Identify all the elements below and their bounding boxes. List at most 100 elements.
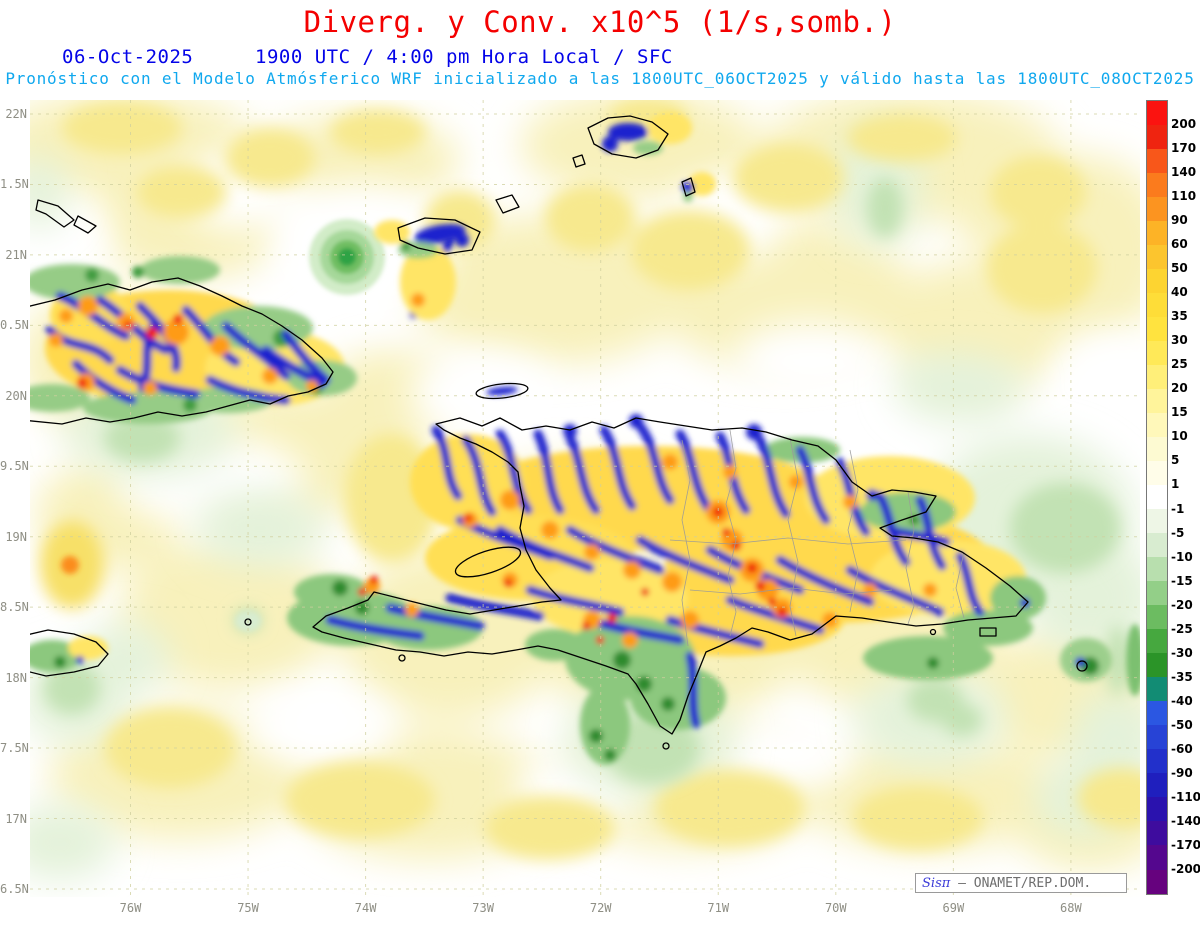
colorbar-segment [1147, 437, 1167, 462]
colorbar-label: -50 [1171, 717, 1193, 732]
bahamas-islands [35, 199, 97, 234]
valid-time-label: 1900 UTC / 4:00 pm Hora Local / SFC [255, 46, 673, 68]
attribution-separator: — [958, 876, 974, 891]
cuba-coastline [30, 277, 334, 425]
lon-tick-label: 71W [707, 901, 730, 915]
field-moderate-divergence [40, 100, 1140, 860]
colorbar-label: 90 [1171, 213, 1188, 228]
colorbar-segment [1147, 485, 1167, 510]
colorbar-segment [1147, 677, 1167, 702]
brand-label: Sisπ [922, 876, 951, 891]
colorbar-segment [1147, 293, 1167, 318]
great-inagua [397, 217, 481, 255]
colorbar-label: 5 [1171, 453, 1180, 468]
colorbar-label: 10 [1171, 429, 1188, 444]
colorbar-segment [1147, 173, 1167, 198]
colorbar-label: -20 [1171, 597, 1193, 612]
colorbar-label: -10 [1171, 549, 1193, 564]
divergence-map [30, 100, 1140, 897]
colorbar-segment [1147, 701, 1167, 726]
lat-tick-label: 19N [5, 529, 27, 544]
colorbar-label: -170 [1171, 837, 1200, 852]
colorbar-label: -60 [1171, 741, 1193, 756]
saona-island [979, 627, 997, 637]
little-inagua [495, 194, 520, 214]
lat-tick-label: 1.5N [0, 177, 29, 192]
colorbar-segment [1147, 365, 1167, 390]
colorbar-segment [1147, 581, 1167, 606]
grid-lines [30, 100, 1140, 897]
colorbar-segment [1147, 509, 1167, 534]
mona-island [1076, 660, 1088, 672]
lon-tick-label: 69W [942, 901, 965, 915]
colorbar-segment [1147, 725, 1167, 750]
colorbar-segment [1147, 269, 1167, 294]
colorbar-label: -30 [1171, 645, 1193, 660]
attribution-org: ONAMET/REP.DOM. [973, 876, 1092, 891]
colorbar-label: 110 [1171, 189, 1197, 204]
colorbar-segment [1147, 821, 1167, 846]
coastlines [30, 115, 1088, 750]
colorbar-label: -25 [1171, 621, 1193, 636]
model-subtitle: Pronóstico con el Modelo Atmósferico WRF… [5, 69, 1195, 88]
lat-tick-label: 21N [5, 247, 27, 262]
lon-tick-label: 73W [472, 901, 494, 915]
colorbar-segment [1147, 245, 1167, 270]
bahamas-field [374, 112, 716, 396]
lon-tick-label: 74W [354, 901, 377, 915]
colorbar-segment [1147, 653, 1167, 678]
colorbar-label: -1 [1171, 501, 1185, 516]
colorbar-segment [1147, 605, 1167, 630]
colorbar-label: 1 [1171, 477, 1180, 492]
colorbar-label: -35 [1171, 669, 1193, 684]
page-title: Diverg. y Conv. x10^5 (1/s,somb.) [303, 5, 897, 39]
lon-tick-label: 68W [1060, 901, 1082, 915]
colorbar-segment [1147, 797, 1167, 822]
hispaniola-field [287, 414, 1046, 765]
colorbar-label: 60 [1171, 237, 1188, 252]
colorbar-label: 140 [1171, 165, 1197, 180]
colorbar-label: -40 [1171, 693, 1193, 708]
lat-tick-label: 17N [5, 811, 27, 826]
jamaica-coastline [30, 629, 109, 677]
lon-tick-label: 76W [119, 901, 142, 915]
gonave-island [454, 546, 522, 578]
lat-tick-label: 22N [5, 107, 27, 121]
cuba-field [30, 235, 456, 574]
colorbar-label: 20 [1171, 381, 1188, 396]
legend-colorbar [1146, 100, 1168, 895]
colorbar-label: 170 [1171, 141, 1197, 156]
navassa-island [244, 618, 252, 626]
colorbar-label: 40 [1171, 285, 1188, 300]
colorbar-segment [1147, 869, 1167, 894]
ile-a-vache [398, 654, 406, 662]
colorbar-segment [1147, 845, 1167, 870]
beata-island [662, 742, 670, 750]
convergence-bullseye [309, 219, 385, 295]
attribution-box: Sisπ — ONAMET/REP.DOM. [915, 873, 1127, 893]
colorbar-label: 35 [1171, 309, 1188, 324]
colorbar-segment [1147, 629, 1167, 654]
lat-tick-label: 6.5N [0, 881, 29, 896]
colorbar-segment [1147, 533, 1167, 558]
lat-tick-label: 9.5N [0, 459, 29, 474]
colorbar-label: 200 [1171, 117, 1197, 132]
colorbar-segment [1147, 317, 1167, 342]
colorbar-label: 25 [1171, 357, 1188, 372]
catalina-island [929, 628, 937, 636]
lon-tick-label: 75W [237, 901, 259, 915]
colorbar-label: -15 [1171, 573, 1193, 588]
colorbar-segment [1147, 125, 1167, 150]
caicos-islands [572, 115, 669, 168]
colorbar-label: -140 [1171, 813, 1200, 828]
colorbar-segment [1147, 749, 1167, 774]
colorbar-segment [1147, 341, 1167, 366]
tortue-island [475, 382, 529, 400]
colorbar-segment [1147, 389, 1167, 414]
colorbar-segment [1147, 221, 1167, 246]
colorbar-label: 30 [1171, 333, 1188, 348]
date-label: 06-Oct-2025 [62, 46, 194, 68]
colorbar-label: -5 [1171, 525, 1185, 540]
colorbar-label: -90 [1171, 765, 1193, 780]
